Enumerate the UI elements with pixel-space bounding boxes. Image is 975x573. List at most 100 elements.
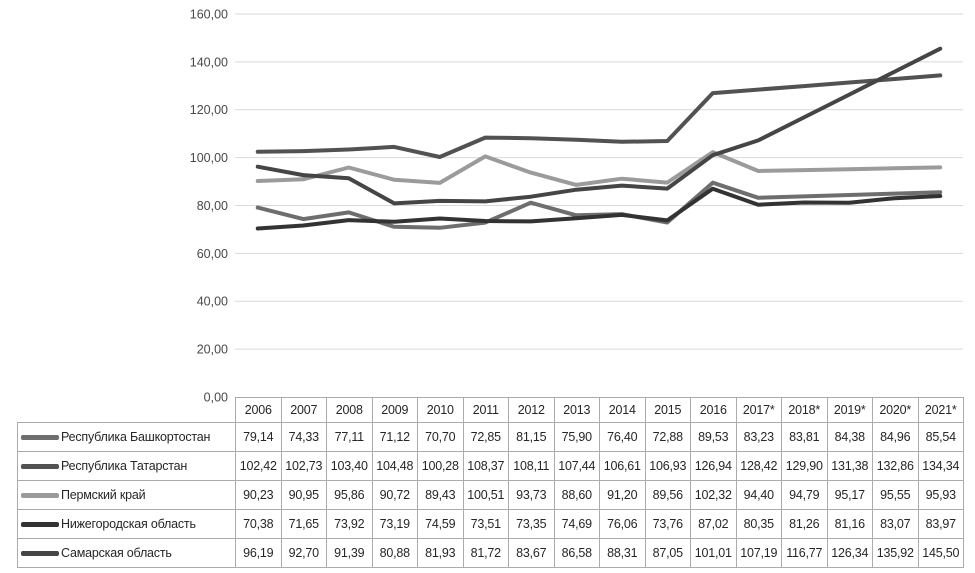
- legend-line-marker: [21, 550, 59, 556]
- legend-cell: Республика Татарстан: [17, 451, 236, 481]
- value-cell: 75,90: [553, 422, 600, 452]
- value-cell: 116,77: [781, 538, 828, 568]
- value-cell: 95,86: [326, 480, 373, 510]
- value-cell: 76,06: [599, 509, 646, 539]
- value-cell: 70,70: [417, 422, 464, 452]
- value-cell: 94,79: [781, 480, 828, 510]
- region-name-label: Республика Башкортостан: [61, 430, 211, 444]
- value-cell: 96,19: [235, 538, 282, 568]
- legend-entry: Пермский край: [19, 488, 234, 502]
- value-cell: 100,51: [462, 480, 509, 510]
- value-cell: 85,54: [917, 422, 964, 452]
- value-cell: 131,38: [826, 451, 873, 481]
- value-cell: 89,53: [690, 422, 737, 452]
- value-cell: 73,51: [462, 509, 509, 539]
- value-cell: 74,33: [280, 422, 327, 452]
- value-cell: 128,42: [735, 451, 782, 481]
- data-table: 2006 2007 2008 2009 2010 2011 2012 2013 2014 2015…: [17, 397, 964, 568]
- value-cell: 95,93: [917, 480, 964, 510]
- region-name-label: Нижегородская область: [61, 517, 196, 531]
- value-cell: 71,12: [371, 422, 418, 452]
- value-cell: 77,11: [326, 422, 373, 452]
- value-cell: 80,88: [371, 538, 418, 568]
- value-cell: 73,35: [508, 509, 555, 539]
- year-header-cell: 2016: [690, 397, 737, 423]
- value-cell: 73,92: [326, 509, 373, 539]
- value-cell: 81,93: [417, 538, 464, 568]
- value-cell: 135,92: [872, 538, 919, 568]
- value-cell: 80,35: [735, 509, 782, 539]
- table-row: Пермский край 90,23 90,95 95,86 90,72 89,43 10…: [17, 480, 964, 510]
- year-header-cell: 2010: [417, 397, 464, 423]
- y-axis-tick-label: 120,00: [190, 103, 228, 117]
- value-cell: 107,19: [735, 538, 782, 568]
- value-cell: 86,58: [553, 538, 600, 568]
- legend-line-marker: [21, 434, 59, 440]
- series-line-Пермский край: [255, 150, 943, 187]
- value-cell: 87,02: [690, 509, 737, 539]
- value-cell: 102,73: [280, 451, 327, 481]
- year-header-cell: 2008: [326, 397, 373, 423]
- value-cell: 73,19: [371, 509, 418, 539]
- year-header-cell: 2018*: [781, 397, 828, 423]
- value-cell: 90,23: [235, 480, 282, 510]
- value-cell: 73,76: [644, 509, 691, 539]
- value-cell: 107,44: [553, 451, 600, 481]
- value-cell: 102,42: [235, 451, 282, 481]
- value-cell: 90,95: [280, 480, 327, 510]
- legend-entry: Республика Татарстан: [19, 459, 234, 473]
- value-cell: 126,94: [690, 451, 737, 481]
- value-cell: 88,60: [553, 480, 600, 510]
- y-axis-tick-label: 160,00: [190, 7, 228, 21]
- legend-entry: Самарская область: [19, 546, 234, 560]
- value-cell: 132,86: [872, 451, 919, 481]
- table-row: Нижегородская область 70,38 71,65 73,92 73,1…: [17, 509, 964, 539]
- value-cell: 102,32: [690, 480, 737, 510]
- value-cell: 101,01: [690, 538, 737, 568]
- region-name-label: Пермский край: [61, 488, 146, 502]
- value-cell: 94,40: [735, 480, 782, 510]
- y-axis-tick-label: 60,00: [197, 247, 228, 261]
- y-axis-tick-label: 40,00: [197, 295, 228, 309]
- year-header-cell: 2007: [280, 397, 327, 423]
- legend-cell: Самарская область: [17, 538, 236, 568]
- value-cell: 89,56: [644, 480, 691, 510]
- value-cell: 81,26: [781, 509, 828, 539]
- value-cell: 79,14: [235, 422, 282, 452]
- value-cell: 108,11: [508, 451, 555, 481]
- value-cell: 72,88: [644, 422, 691, 452]
- value-cell: 83,81: [781, 422, 828, 452]
- year-header-cell: 2021*: [917, 397, 964, 423]
- value-cell: 91,39: [326, 538, 373, 568]
- region-name-label: Самарская область: [61, 546, 172, 560]
- value-cell: 103,40: [326, 451, 373, 481]
- year-header-cell: 2012: [508, 397, 555, 423]
- value-cell: 87,05: [644, 538, 691, 568]
- value-cell: 145,50: [917, 538, 964, 568]
- year-header-cell: 2020*: [872, 397, 919, 423]
- value-cell: 83,07: [872, 509, 919, 539]
- line-chart: 0,0020,0040,0060,0080,00100,00120,00140,…: [190, 7, 963, 404]
- legend-cell: Нижегородская область: [17, 509, 236, 539]
- year-header-cell: 2015: [644, 397, 691, 423]
- series-line-Нижегородская область: [255, 186, 943, 231]
- value-cell: 93,73: [508, 480, 555, 510]
- value-cell: 76,40: [599, 422, 646, 452]
- value-cell: 81,72: [462, 538, 509, 568]
- y-axis-tick-label: 140,00: [190, 55, 228, 69]
- year-header-cell: 2014: [599, 397, 646, 423]
- value-cell: 134,34: [917, 451, 964, 481]
- legend-entry: Нижегородская область: [19, 517, 234, 531]
- value-cell: 106,61: [599, 451, 646, 481]
- series-line-Республика Татарстан: [255, 73, 943, 159]
- year-header-cell: 2011: [462, 397, 509, 423]
- value-cell: 70,38: [235, 509, 282, 539]
- value-cell: 71,65: [280, 509, 327, 539]
- value-cell: 95,17: [826, 480, 873, 510]
- legend-entry: Республика Башкортостан: [19, 430, 234, 444]
- value-cell: 84,96: [872, 422, 919, 452]
- legend-line-marker: [21, 521, 59, 527]
- value-cell: 100,28: [417, 451, 464, 481]
- legend-line-marker: [21, 463, 59, 469]
